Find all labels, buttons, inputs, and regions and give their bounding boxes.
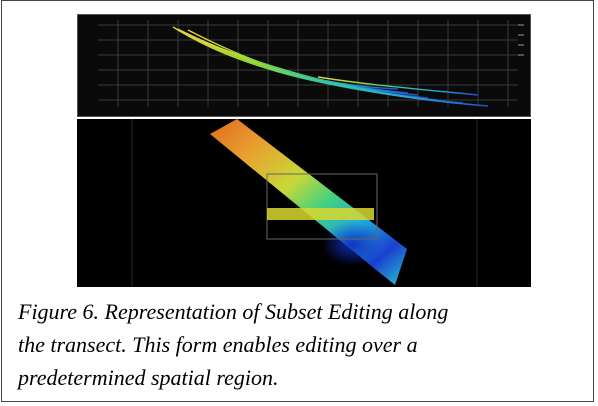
- caption-line: predetermined spatial region.: [18, 365, 279, 390]
- subset-editing-band[interactable]: [267, 208, 374, 220]
- subset-region-outline: [266, 173, 378, 240]
- profile-right-ticks: [518, 24, 524, 56]
- profile-view-graphic: [98, 20, 524, 107]
- plan-grid: [131, 119, 478, 287]
- profile-grid: [98, 20, 518, 107]
- figure-caption: Figure 6. Representation of Subset Editi…: [18, 295, 578, 394]
- caption-line: the transect. This form enables editing …: [18, 332, 418, 357]
- profile-view-panel: [77, 14, 531, 117]
- plan-view-panel: [77, 119, 531, 287]
- deep-area: [322, 222, 382, 266]
- plan-view-graphic: [131, 119, 478, 287]
- caption-line: Figure 6. Representation of Subset Editi…: [18, 299, 449, 324]
- profile-soundings: [172, 26, 489, 107]
